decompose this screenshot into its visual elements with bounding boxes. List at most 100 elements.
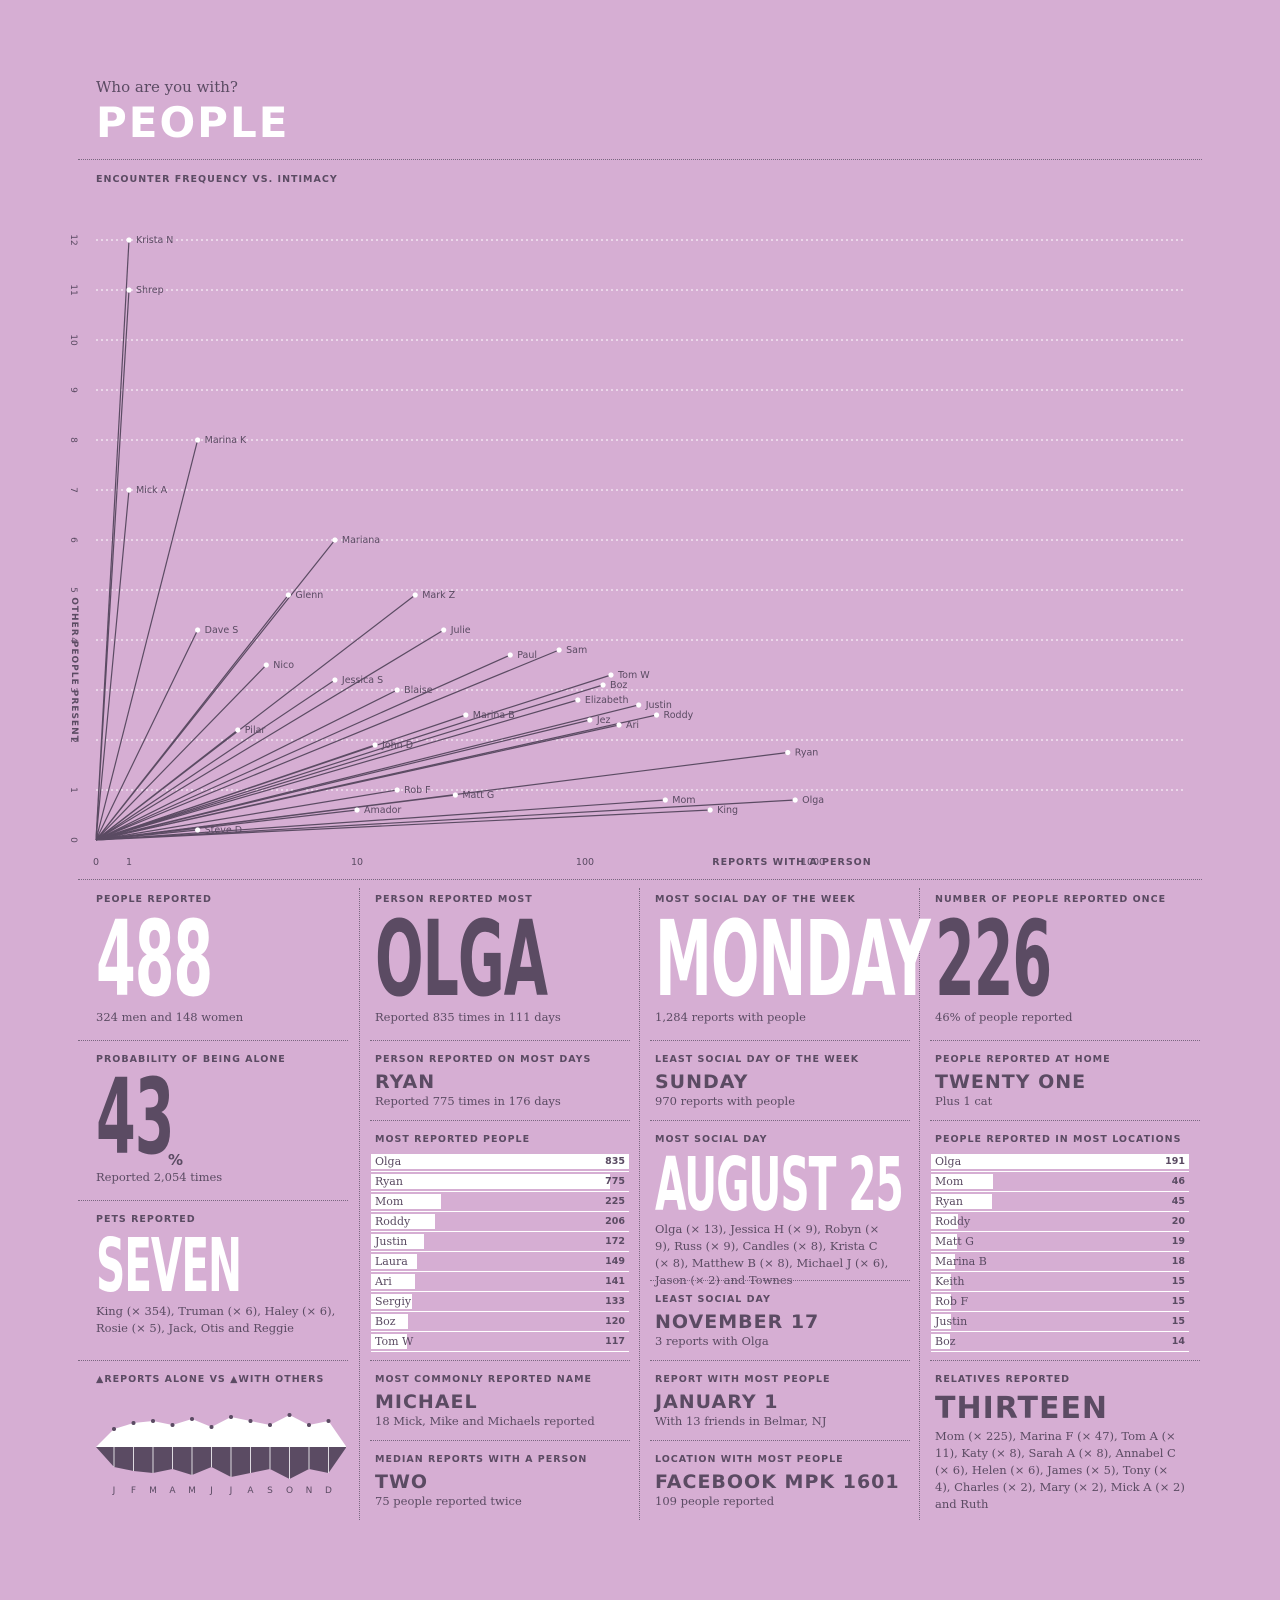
cell-divider: [78, 1040, 348, 1041]
stat-least-social-week: LEAST SOCIAL DAY OF THE WEEK SUNDAY 970 …: [655, 1054, 859, 1110]
bar-fill: [371, 1174, 611, 1189]
list-item: Keith 15: [931, 1272, 1189, 1292]
item-value: 18: [1171, 1256, 1185, 1267]
list-item: Ryan 775: [371, 1172, 629, 1192]
stat-value: SEVEN: [96, 1223, 242, 1309]
item-name: Mom: [375, 1195, 404, 1208]
list-item: Roddy 206: [371, 1212, 629, 1232]
point-label: Jessica S: [341, 675, 383, 686]
list-item: Laura 149: [371, 1252, 629, 1272]
data-point: [463, 712, 469, 718]
item-name: Ari: [375, 1275, 392, 1288]
stat-label: MOST COMMONLY REPORTED NAME: [375, 1374, 593, 1385]
month-dot: [268, 1423, 272, 1427]
point-label: Dave S: [205, 625, 239, 636]
item-name: Roddy: [935, 1215, 971, 1228]
triangle-up-icon: ▲: [230, 1374, 239, 1385]
list-item: Olga 191: [931, 1152, 1189, 1172]
column-divider: [919, 888, 920, 1520]
cell-divider: [650, 1360, 910, 1361]
x-tick-label: 10: [351, 857, 363, 868]
cell-divider: [370, 1360, 630, 1361]
data-point: [616, 722, 622, 728]
item-value: 149: [605, 1256, 625, 1267]
list-item: Ryan 45: [931, 1192, 1189, 1212]
bar-fill: [931, 1174, 994, 1189]
item-value: 20: [1171, 1216, 1185, 1227]
list-item: Matt G 19: [931, 1232, 1189, 1252]
data-point: [452, 792, 458, 798]
stat-person-most: PERSON REPORTED MOST OLGA Reported 835 t…: [375, 894, 688, 1026]
data-ray: [95, 829, 198, 841]
point-label: Ari: [626, 720, 639, 731]
data-point: [332, 537, 338, 543]
item-name: Ryan: [375, 1175, 403, 1188]
month-label: J: [112, 1486, 116, 1496]
month-dot: [248, 1419, 253, 1423]
data-ray: [95, 679, 336, 841]
data-point: [126, 237, 132, 243]
bar-fill: [931, 1254, 956, 1269]
triangle-up-icon: ▲: [96, 1374, 105, 1385]
stat-label: PERSON REPORTED MOST: [375, 894, 533, 905]
month-dot: [307, 1423, 311, 1427]
stat-label: RELATIVES REPORTED: [935, 1374, 1071, 1385]
data-point: [372, 742, 378, 748]
list-item: Ari 141: [371, 1272, 629, 1292]
stat-most-days: PERSON REPORTED ON MOST DAYS RYAN Report…: [375, 1054, 591, 1110]
item-value: 46: [1171, 1176, 1185, 1187]
data-ray: [95, 809, 358, 841]
item-value: 117: [605, 1336, 625, 1347]
point-label: Justin: [645, 700, 672, 711]
data-ray: [95, 744, 376, 841]
stat-label: MOST SOCIAL DAY: [655, 1134, 768, 1145]
stat-label: LOCATION WITH MOST PEOPLE: [655, 1454, 844, 1465]
point-label: Olga: [802, 795, 824, 806]
cell-divider: [930, 1120, 1200, 1121]
stat-at-home: PEOPLE REPORTED AT HOME TWENTY ONE Plus …: [935, 1054, 1111, 1110]
chart-grid: [96, 239, 1186, 791]
cell-divider: [370, 1440, 630, 1441]
point-label: Paul: [517, 650, 537, 661]
data-point: [235, 727, 241, 733]
stat-value: OLGA: [375, 898, 548, 1020]
stat-note: 324 men and 148 women: [96, 1010, 244, 1024]
stat-value: MONDAY: [655, 898, 931, 1020]
cell-divider: [650, 1040, 910, 1041]
item-value: 141: [605, 1276, 625, 1287]
month-label: D: [325, 1486, 332, 1496]
data-ray: [95, 629, 444, 841]
stat-note: 3 reports with Olga: [655, 1334, 769, 1348]
data-point: [285, 592, 291, 598]
point-label: Elizabeth: [585, 695, 629, 706]
list-item: Roddy 20: [931, 1212, 1189, 1232]
data-point: [587, 717, 593, 723]
list-item: Boz 14: [931, 1332, 1189, 1352]
item-value: 120: [605, 1316, 625, 1327]
data-point: [263, 662, 269, 668]
item-value: 19: [1171, 1236, 1185, 1247]
point-label: Marina B: [473, 710, 515, 721]
x-tick-label: 100: [576, 857, 594, 868]
y-tick-label: 5: [68, 587, 78, 593]
stat-label: PEOPLE REPORTED: [96, 894, 212, 905]
bar-fill: [371, 1314, 409, 1329]
item-value: 45: [1171, 1196, 1185, 1207]
point-label: Steve D: [205, 825, 242, 836]
data-ray: [95, 629, 199, 841]
stat-label: REPORT WITH MOST PEOPLE: [655, 1374, 831, 1385]
item-name: Rob F: [935, 1295, 969, 1308]
point-label: Julie: [450, 625, 471, 636]
divider: [78, 879, 1202, 880]
item-value: 15: [1171, 1276, 1185, 1287]
data-ray: [95, 799, 666, 841]
month-label: J: [209, 1486, 213, 1496]
stat-label: PETS REPORTED: [96, 1214, 196, 1225]
cell-divider: [650, 1120, 910, 1121]
y-tick-label: 10: [68, 334, 78, 346]
x-tick-label: 0: [93, 857, 99, 868]
point-label: Boz: [610, 680, 627, 691]
bar-fill: [931, 1154, 1189, 1169]
x-axis-title: REPORTS WITH A PERSON: [712, 857, 871, 868]
